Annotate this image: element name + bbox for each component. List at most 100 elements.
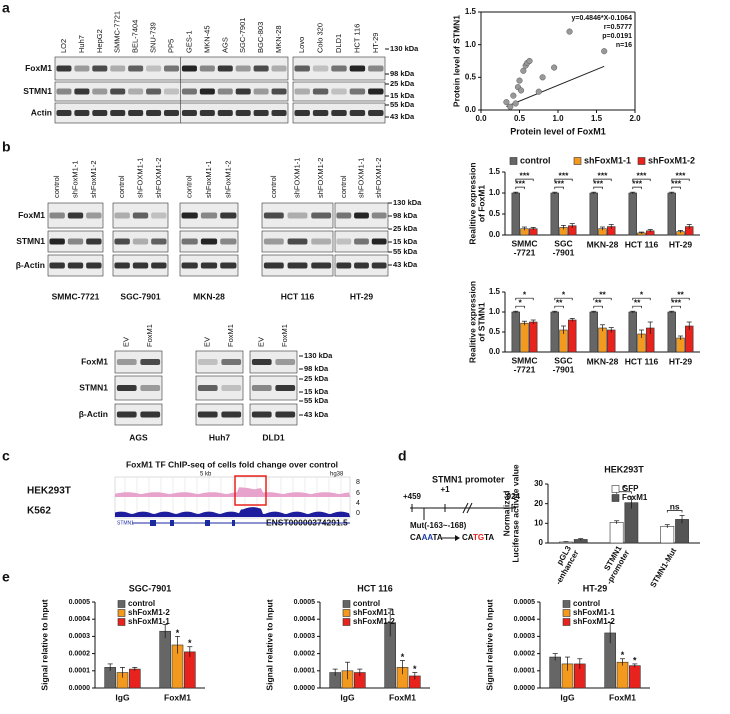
seq: TG bbox=[473, 533, 484, 542]
blot-band bbox=[49, 212, 65, 219]
bar bbox=[598, 327, 607, 353]
panel-label: d bbox=[398, 448, 407, 464]
x-tick-label: SGC -7901 bbox=[553, 356, 575, 375]
x-tick-label: 0.5 bbox=[514, 114, 526, 123]
legend-label: shFoxM1-1 bbox=[353, 608, 395, 617]
blot-band bbox=[146, 65, 162, 72]
point bbox=[601, 48, 608, 55]
blot-band bbox=[200, 212, 218, 219]
blot-band bbox=[271, 110, 287, 116]
lane-label: shFOXM1-2 bbox=[154, 158, 163, 198]
x-tick-label: 0.0 bbox=[475, 114, 487, 123]
legend-label: control bbox=[353, 599, 380, 608]
exon bbox=[232, 520, 235, 526]
row-label: STMN1 bbox=[16, 236, 45, 246]
significance: *** bbox=[554, 178, 565, 188]
legend-label: shFoxM1-2 bbox=[573, 617, 615, 626]
legend-label: control bbox=[520, 155, 551, 165]
blot-membrane bbox=[54, 81, 289, 102]
lane-label: shFOXM1-1 bbox=[356, 158, 365, 198]
blot-membrane bbox=[114, 350, 163, 374]
significance: * bbox=[523, 289, 527, 299]
marker-label: 43 kDa bbox=[393, 260, 418, 269]
blot-band bbox=[128, 65, 144, 72]
marker-label: 43 kDa bbox=[304, 410, 329, 419]
x-tick-label: 1.0 bbox=[552, 114, 564, 123]
blot-membrane bbox=[114, 403, 163, 426]
blot-band bbox=[86, 238, 102, 245]
lane-label: GES-1 bbox=[184, 30, 193, 53]
marker-label: 55 kDa bbox=[390, 100, 415, 109]
blot-band bbox=[253, 110, 269, 116]
row-label: FoxM1 bbox=[25, 63, 52, 73]
blot-band bbox=[253, 88, 269, 95]
row-label: FoxM1 bbox=[18, 210, 45, 220]
significance: * bbox=[622, 483, 626, 493]
y-tick-label: 0.0 bbox=[489, 347, 501, 356]
blot-band bbox=[74, 65, 90, 72]
scale-bar: 5 kb bbox=[200, 472, 212, 478]
marker-label: 25 kDa bbox=[304, 374, 329, 383]
x-tick-label: IgG bbox=[560, 692, 575, 702]
y-tick-label: 0.0003 bbox=[69, 633, 91, 640]
row-label: β-Actin bbox=[79, 409, 108, 419]
row-label: STMN1 bbox=[23, 86, 52, 96]
lane-label: SMMC-7721 bbox=[113, 11, 122, 53]
marker-label: 15 kDa bbox=[390, 91, 415, 100]
legend-label: shFoxM1-1 bbox=[584, 155, 631, 165]
y-axis-label: Signal relative to Input bbox=[39, 599, 49, 690]
lane-label: MKN-28 bbox=[274, 25, 283, 53]
blot-band bbox=[371, 262, 387, 269]
blot-band bbox=[271, 88, 287, 95]
significance: ns bbox=[670, 502, 680, 512]
legend-label: shFoxM1-2 bbox=[353, 617, 395, 626]
y-tick-label: 1.5 bbox=[489, 167, 501, 176]
x-tick-label: SMMC -7721 bbox=[512, 356, 538, 375]
point bbox=[512, 100, 519, 107]
blot-band bbox=[132, 238, 149, 245]
marker-label: 98 kDa bbox=[390, 69, 415, 78]
group-label: HT-29 bbox=[350, 291, 373, 301]
bar bbox=[616, 661, 629, 689]
lane-label: shFoxM1-1 bbox=[70, 160, 79, 198]
legend-swatch bbox=[342, 618, 351, 626]
exon bbox=[205, 520, 210, 526]
significance: *** bbox=[520, 170, 531, 180]
marker-label: 130 kDa bbox=[390, 44, 419, 53]
blot-band bbox=[67, 238, 84, 245]
significance: * bbox=[562, 289, 566, 299]
blot-membrane bbox=[195, 350, 244, 374]
genome: hg38 bbox=[330, 472, 344, 478]
lane-label: Huh7 bbox=[77, 35, 86, 53]
lane-label: shFoxM1-1 bbox=[204, 160, 213, 198]
track-signal bbox=[115, 507, 350, 517]
blot-band bbox=[151, 238, 167, 245]
blot-band bbox=[128, 88, 144, 95]
blot-band bbox=[181, 262, 198, 269]
x-tick-label: MKN-28 bbox=[587, 356, 619, 366]
break-mark bbox=[462, 502, 469, 514]
row-label: STMN1 bbox=[79, 382, 108, 392]
marker-label: 25 kDa bbox=[390, 79, 415, 88]
bar bbox=[159, 630, 171, 689]
blot-membrane bbox=[112, 230, 169, 253]
y-tick-label: 0.0001 bbox=[294, 668, 316, 675]
blot-band bbox=[371, 212, 387, 219]
row-label: FoxM1 bbox=[81, 356, 108, 366]
blot-band bbox=[311, 262, 332, 269]
row-label: β-Actin bbox=[16, 260, 45, 270]
significance: * bbox=[188, 638, 192, 648]
legend-label: GFP bbox=[622, 484, 639, 493]
blot-band bbox=[287, 262, 308, 269]
lane-label: control bbox=[117, 175, 126, 198]
x-tick-label: 2.0 bbox=[629, 114, 641, 123]
blot-band bbox=[110, 88, 126, 95]
blot-band bbox=[368, 88, 384, 95]
y-tick-label: 1.5 bbox=[489, 287, 501, 296]
blot-membrane bbox=[195, 403, 244, 426]
marker-label: 25 kDa bbox=[393, 224, 418, 233]
annotation: n=16 bbox=[616, 42, 632, 49]
point bbox=[503, 99, 510, 106]
bar bbox=[676, 337, 685, 353]
sig-bracket bbox=[671, 297, 690, 301]
